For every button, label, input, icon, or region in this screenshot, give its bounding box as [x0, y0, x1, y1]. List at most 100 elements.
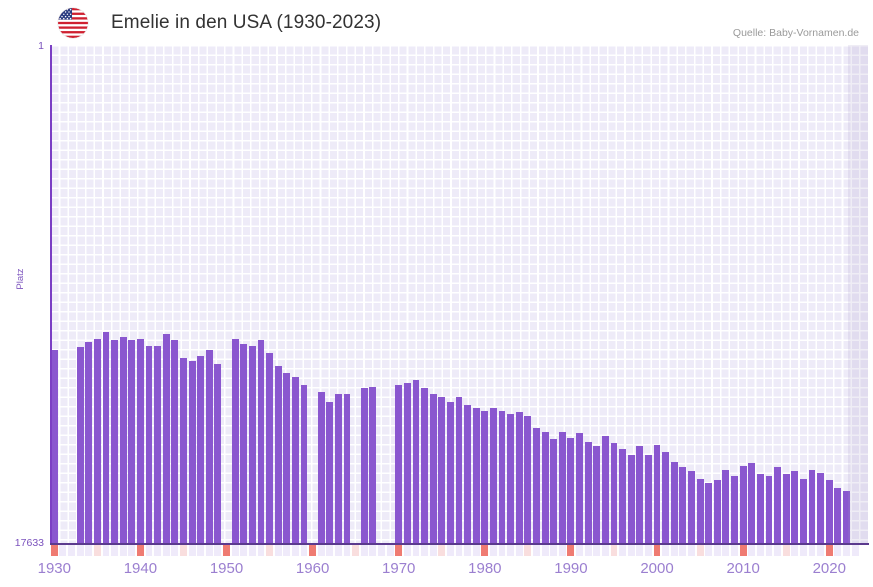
bar[interactable] — [774, 467, 782, 543]
x-tick-faint — [644, 545, 652, 556]
bar[interactable] — [111, 340, 118, 543]
bar[interactable] — [335, 393, 342, 543]
bar[interactable] — [515, 412, 523, 543]
bar[interactable] — [662, 451, 670, 543]
bar[interactable] — [817, 472, 825, 543]
bar[interactable] — [550, 438, 558, 543]
bar[interactable] — [576, 433, 583, 543]
bar[interactable] — [722, 470, 730, 543]
x-tick-major — [825, 545, 833, 556]
bar[interactable] — [93, 338, 101, 543]
bar[interactable] — [541, 431, 549, 543]
bar[interactable] — [326, 402, 334, 543]
bar[interactable] — [240, 344, 248, 543]
bar[interactable] — [421, 388, 428, 543]
bar[interactable] — [481, 410, 489, 543]
bar[interactable] — [808, 470, 816, 543]
bar[interactable] — [438, 396, 446, 543]
bar[interactable] — [446, 402, 454, 543]
x-tick-faint — [498, 545, 506, 556]
bar[interactable] — [171, 340, 179, 543]
bar[interactable] — [610, 443, 618, 543]
bar[interactable] — [102, 331, 110, 543]
bar[interactable] — [136, 338, 144, 543]
bar[interactable] — [412, 379, 420, 543]
bar[interactable] — [274, 365, 282, 543]
bar[interactable] — [317, 392, 325, 543]
bar[interactable] — [429, 393, 437, 543]
bar[interactable] — [567, 437, 575, 543]
bar[interactable] — [670, 461, 678, 543]
bar[interactable] — [782, 474, 790, 543]
bar[interactable] — [360, 388, 368, 543]
bar[interactable] — [524, 416, 532, 543]
bar[interactable] — [205, 350, 213, 543]
bar[interactable] — [636, 446, 644, 543]
bar[interactable] — [154, 345, 162, 543]
page-title: Emelie in den USA (1930-2023) — [111, 12, 382, 33]
bar[interactable] — [705, 482, 713, 543]
bar[interactable] — [464, 405, 472, 543]
bar[interactable] — [799, 478, 807, 543]
bar[interactable] — [739, 465, 747, 543]
bar[interactable] — [765, 475, 773, 543]
bar[interactable] — [50, 350, 58, 543]
bar[interactable] — [489, 407, 497, 543]
bar[interactable] — [188, 361, 196, 543]
bar[interactable] — [748, 463, 756, 543]
bar[interactable] — [248, 345, 256, 543]
bar[interactable] — [619, 448, 627, 543]
x-tick-faint — [68, 545, 75, 556]
x-tick-major — [739, 545, 747, 556]
source-attribution: Quelle: Baby-Vornamen.de — [732, 27, 859, 39]
bar[interactable] — [76, 347, 84, 543]
bar[interactable] — [343, 393, 351, 543]
bar[interactable] — [395, 385, 403, 543]
bar[interactable] — [593, 446, 601, 543]
bar[interactable] — [291, 376, 299, 543]
bar[interactable] — [507, 413, 515, 543]
bar[interactable] — [825, 479, 833, 543]
bar[interactable] — [85, 341, 93, 543]
bar[interactable] — [791, 471, 799, 543]
bar[interactable] — [533, 427, 540, 543]
bar[interactable] — [369, 386, 377, 543]
x-tick-faint — [128, 545, 136, 556]
bar[interactable] — [498, 410, 506, 543]
bar[interactable] — [627, 454, 635, 543]
bar[interactable] — [601, 436, 609, 543]
bar[interactable] — [283, 372, 291, 543]
x-axis-tick-label: 2000 — [640, 560, 674, 577]
bar[interactable] — [257, 340, 265, 543]
bar[interactable] — [455, 396, 463, 543]
bar[interactable] — [403, 382, 411, 543]
x-tick-faint — [446, 545, 454, 556]
bar[interactable] — [696, 478, 704, 543]
bar[interactable] — [180, 358, 187, 543]
x-tick-faint — [248, 545, 256, 556]
bar[interactable] — [558, 431, 566, 543]
bar[interactable] — [162, 334, 170, 543]
bar[interactable] — [145, 345, 153, 543]
x-tick-faint — [145, 545, 153, 556]
bar[interactable] — [688, 471, 695, 543]
bar[interactable] — [266, 352, 273, 543]
bar[interactable] — [584, 441, 592, 543]
bar[interactable] — [713, 479, 721, 543]
bar[interactable] — [653, 444, 661, 543]
bar[interactable] — [679, 467, 687, 543]
bar[interactable] — [231, 338, 239, 543]
bar[interactable] — [300, 385, 308, 543]
bar[interactable] — [843, 491, 850, 543]
bar[interactable] — [472, 407, 480, 543]
bar[interactable] — [731, 475, 738, 543]
bar[interactable] — [756, 474, 764, 543]
bar[interactable] — [834, 488, 842, 543]
bar[interactable] — [128, 340, 136, 543]
x-tick-minor — [782, 545, 790, 556]
bar[interactable] — [197, 355, 205, 543]
x-axis-labels: 1930 1940 1950 1960 1970 1980 1990 2000 2010 2020 — [0, 560, 873, 584]
bar[interactable] — [214, 364, 222, 543]
bar[interactable] — [644, 454, 652, 543]
bar[interactable] — [119, 337, 127, 543]
